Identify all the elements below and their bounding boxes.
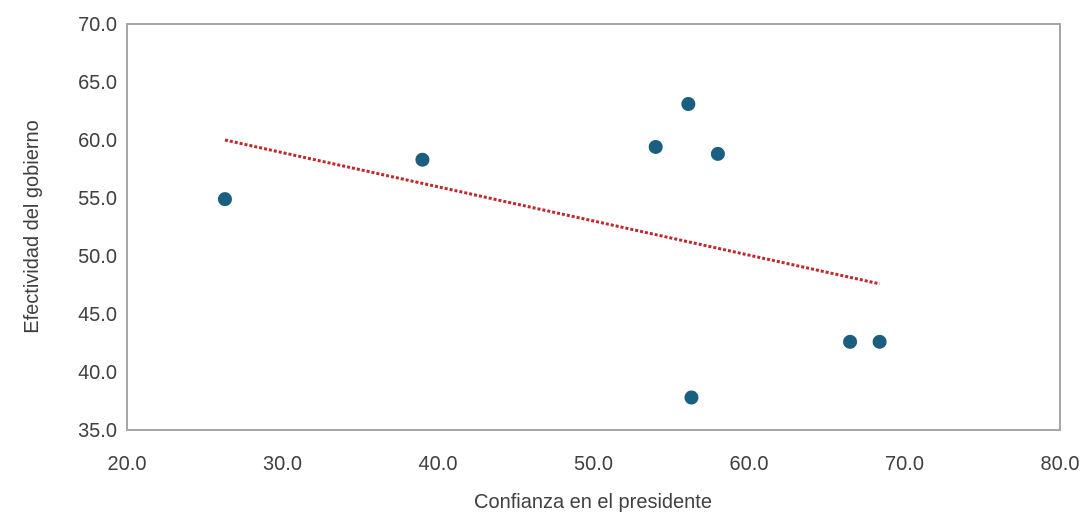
x-tick-label: 80.0 — [1041, 453, 1080, 475]
trendline — [224, 138, 880, 286]
data-point — [415, 152, 430, 167]
x-tick-label: 50.0 — [574, 453, 613, 475]
data-point — [843, 334, 858, 349]
x-tick-label: 30.0 — [263, 453, 302, 475]
y-tick-label: 45.0 — [78, 304, 117, 326]
y-tick-label: 65.0 — [78, 72, 117, 94]
data-point — [648, 139, 663, 154]
y-tick-label: 60.0 — [78, 130, 117, 152]
data-point — [684, 390, 699, 405]
y-axis-label: Efectividad del gobierno — [21, 120, 43, 333]
data-point — [681, 97, 696, 112]
data-point — [217, 192, 232, 207]
y-tick-label: 50.0 — [78, 246, 117, 268]
y-tick-label: 70.0 — [78, 14, 117, 36]
x-tick-label: 60.0 — [730, 453, 769, 475]
x-axis-label: Confianza en el presidente — [474, 491, 712, 513]
y-tick-label: 55.0 — [78, 188, 117, 210]
data-point — [872, 334, 887, 349]
y-tick-label: 35.0 — [78, 420, 117, 442]
x-tick-label: 40.0 — [419, 453, 458, 475]
x-tick-label: 20.0 — [108, 453, 147, 475]
data-point — [710, 146, 725, 161]
y-tick-label: 40.0 — [78, 362, 117, 384]
x-tick-label: 70.0 — [885, 453, 924, 475]
plot-area — [126, 23, 1061, 431]
